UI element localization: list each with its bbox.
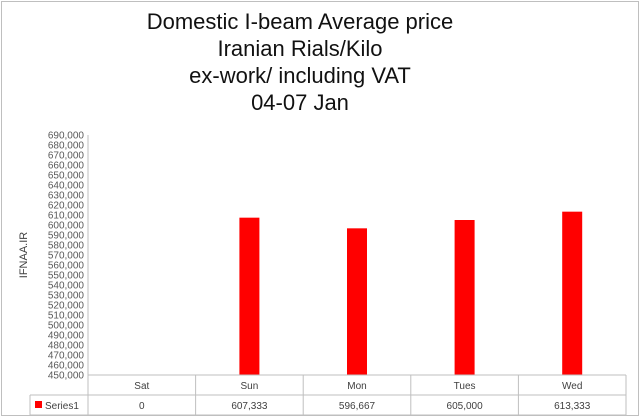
y-tick-label: 600,000 xyxy=(48,221,85,232)
x-tick-label: Sat xyxy=(134,381,149,392)
y-tick-label: 530,000 xyxy=(48,291,85,302)
y-tick-label: 620,000 xyxy=(48,201,85,212)
data-table-value: 0 xyxy=(139,401,145,412)
y-tick-label: 650,000 xyxy=(48,171,85,182)
y-tick-label: 460,000 xyxy=(48,361,85,372)
y-tick-label: 550,000 xyxy=(48,271,85,282)
y-tick-label: 480,000 xyxy=(48,341,85,352)
y-tick-label: 630,000 xyxy=(48,191,85,202)
data-table-value: 605,000 xyxy=(447,401,484,412)
title-line-4: 04-07 Jan xyxy=(251,90,349,115)
x-tick-label: Tues xyxy=(454,381,476,392)
y-tick-label: 470,000 xyxy=(48,351,85,362)
data-table-value: 613,333 xyxy=(554,401,591,412)
bar-mon xyxy=(347,228,367,375)
x-tick-label: Wed xyxy=(562,381,582,392)
title-line-2: Iranian Rials/Kilo xyxy=(217,36,383,61)
data-table-value: 607,333 xyxy=(231,401,268,412)
y-tick-label: 570,000 xyxy=(48,251,85,262)
data-table-value: 596,667 xyxy=(339,401,376,412)
y-tick-label: 640,000 xyxy=(48,181,85,192)
chart-title: Domestic I-beam Average price Iranian Ri… xyxy=(0,8,600,116)
x-tick-label: Mon xyxy=(347,381,366,392)
bar-sun xyxy=(239,217,260,375)
y-tick-label: 490,000 xyxy=(48,331,85,342)
x-tick-label: Sun xyxy=(241,381,259,392)
y-tick-label: 540,000 xyxy=(48,281,85,292)
y-tick-label: 590,000 xyxy=(48,231,85,242)
bar-wed xyxy=(562,211,583,375)
y-tick-label: 680,000 xyxy=(48,141,85,152)
y-tick-label: 500,000 xyxy=(48,321,85,332)
legend-label-series1: Series1 xyxy=(45,401,79,412)
y-tick-label: 660,000 xyxy=(48,161,85,172)
y-tick-label: 670,000 xyxy=(48,151,85,162)
y-axis-title: IFNAA.IR xyxy=(18,232,30,279)
y-tick-label: 610,000 xyxy=(48,211,85,222)
y-tick-label: 560,000 xyxy=(48,261,85,272)
title-line-1: Domestic I-beam Average price xyxy=(146,9,454,34)
y-tick-label: 520,000 xyxy=(48,301,85,312)
y-tick-label: 580,000 xyxy=(48,241,85,252)
bar-tues xyxy=(454,220,475,375)
legend-swatch-series1 xyxy=(35,401,42,408)
y-tick-label: 690,000 xyxy=(48,131,85,142)
y-tick-label: 510,000 xyxy=(48,311,85,322)
title-line-3: ex-work/ including VAT xyxy=(189,63,411,88)
y-tick-label: 450,000 xyxy=(48,371,85,382)
